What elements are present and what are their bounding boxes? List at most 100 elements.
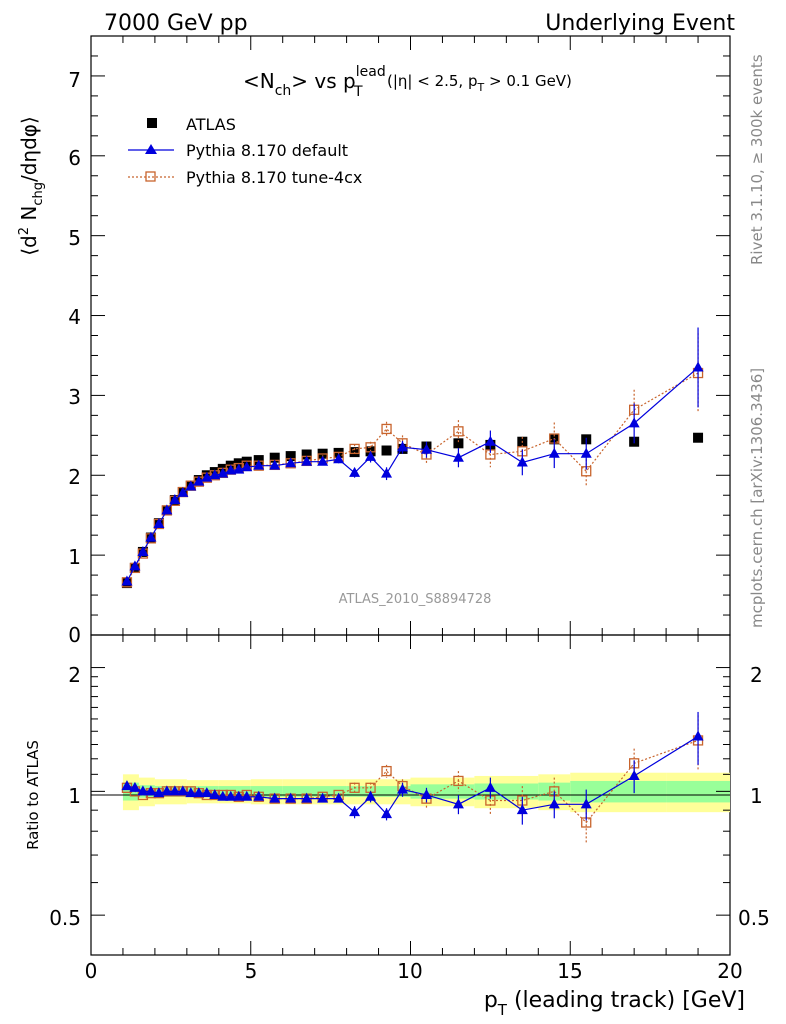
default-ratio-point <box>233 790 245 801</box>
y-label-part: /dηdφ⟩ <box>17 116 41 182</box>
default-ratio-point <box>209 788 221 799</box>
default-ratio-point <box>317 792 329 803</box>
default-ratio-point <box>692 730 704 741</box>
y-tick-label: 4 <box>68 305 81 329</box>
ratio-tick-label-right: 1 <box>750 784 763 808</box>
default-main-point <box>381 467 393 478</box>
default-ratio-point <box>225 790 237 801</box>
y-tick-label: 5 <box>68 226 81 250</box>
default-ratio-point <box>301 792 313 803</box>
collision-label: 7000 GeV pp <box>104 11 248 36</box>
default-main-point <box>484 435 496 446</box>
band-inner-segment <box>250 786 283 797</box>
mcplots-label: mcplots.cern.ch [arXiv:1306.3436] <box>748 368 766 628</box>
default-ratio-point <box>217 790 229 801</box>
title-pt-sup: lead <box>356 64 386 80</box>
tune-ratio-point <box>381 765 392 777</box>
default-ratio-point <box>365 790 377 801</box>
atlas-data-point <box>453 438 464 449</box>
default-main-point <box>145 531 157 542</box>
default-main-point <box>580 447 592 458</box>
default-main-point <box>153 517 165 528</box>
default-main-point <box>692 361 704 372</box>
y-tick-label: 0 <box>68 623 81 647</box>
x-axis-label: pT (leading track) [GeV] <box>484 988 745 1019</box>
default-ratio-point <box>349 806 361 817</box>
y-tick-labels-main: 0 1 2 3 4 5 6 7 <box>68 68 81 647</box>
y-label-part: ⟨d <box>17 235 41 256</box>
y-tick-labels-ratio: 0.5 1 2 0.5 1 2 <box>49 663 770 930</box>
tune-ratio-point <box>453 775 464 787</box>
default-main-point <box>301 455 313 466</box>
default-main-point <box>548 447 560 458</box>
band-inner-segment <box>282 786 347 797</box>
title-cuts-text: (|η| < 2.5, p <box>387 72 477 90</box>
default-main-point <box>169 494 181 505</box>
legend-label-default: Pythia 8.170 default <box>186 141 348 160</box>
default-ratio-point <box>420 788 432 799</box>
atlas-data-point <box>349 447 360 458</box>
default-main-point <box>628 417 640 428</box>
default-main-point <box>161 504 173 515</box>
x-axis-label-sub: T <box>497 1001 508 1019</box>
default-ratio-point <box>185 787 197 798</box>
default-main-point <box>516 456 528 467</box>
default-main-point <box>420 443 432 454</box>
default-main-point <box>452 451 464 462</box>
atlas-data-point <box>301 449 312 460</box>
default-ratio-point <box>129 781 141 792</box>
atlas-data-point <box>285 451 296 462</box>
y-label-part: N <box>17 206 41 227</box>
default-ratio-point <box>153 787 165 798</box>
x-tick-label: 15 <box>557 959 582 983</box>
band-inner-segment <box>666 780 730 803</box>
x-tick-label: 10 <box>397 959 422 983</box>
rivet-version-label: Rivet 3.1.10, ≥ 300k events <box>748 54 766 265</box>
default-main-point <box>225 464 237 475</box>
default-ratio-point <box>177 785 189 796</box>
default-ratio-point <box>193 787 205 798</box>
y-label-sup: 2 <box>17 227 32 235</box>
y-tick-label: 7 <box>68 68 81 92</box>
title-main-tail: > vs p <box>291 69 355 93</box>
plot-title: <Nch> vs plead <box>243 64 386 99</box>
axis-ticks <box>90 35 731 955</box>
default-main-point <box>349 466 361 477</box>
y-axis-label-ratio: Ratio to ATLAS <box>24 740 42 850</box>
observable-label: Underlying Event <box>545 11 735 36</box>
default-main-point <box>193 475 205 486</box>
default-ratio-point <box>548 798 560 809</box>
analysis-id: ATLAS_2010_S8894728 <box>339 592 492 607</box>
default-ratio-point <box>169 785 181 796</box>
default-main-point <box>185 480 197 491</box>
default-main-point <box>217 467 229 478</box>
ratio-tick-label: 2 <box>68 663 81 687</box>
default-ratio-point <box>285 792 297 803</box>
legend-label-tune: Pythia 8.170 tune-4cx <box>186 168 362 187</box>
y-label-sub: chg <box>31 182 46 206</box>
default-main-point <box>333 453 345 464</box>
default-main-point <box>121 575 133 586</box>
title-main-sub: ch <box>275 83 292 99</box>
default-ratio-point <box>145 785 157 796</box>
tune-main-point <box>365 442 376 453</box>
default-main-point <box>365 450 377 461</box>
default-main-point <box>317 455 329 466</box>
default-ratio-point <box>628 769 640 780</box>
default-ratio-point <box>253 790 265 801</box>
title-cuts-sub: T <box>476 81 484 94</box>
tune-ratio-point <box>349 782 360 793</box>
y-axis-label-main: ⟨d2 Nchg/dηdφ⟩ <box>17 116 46 256</box>
x-tick-label: 0 <box>85 959 98 983</box>
title-main: <N <box>243 69 275 93</box>
default-ratio-point <box>137 785 149 796</box>
legend-marker-atlas <box>147 118 157 128</box>
x-tick-label: 5 <box>245 959 258 983</box>
default-main-point <box>253 459 265 470</box>
default-ratio-point <box>121 780 133 791</box>
default-main-point <box>285 457 297 468</box>
atlas-data-point <box>381 445 392 456</box>
default-ratio-point <box>580 798 592 809</box>
default-main-point <box>241 461 253 472</box>
